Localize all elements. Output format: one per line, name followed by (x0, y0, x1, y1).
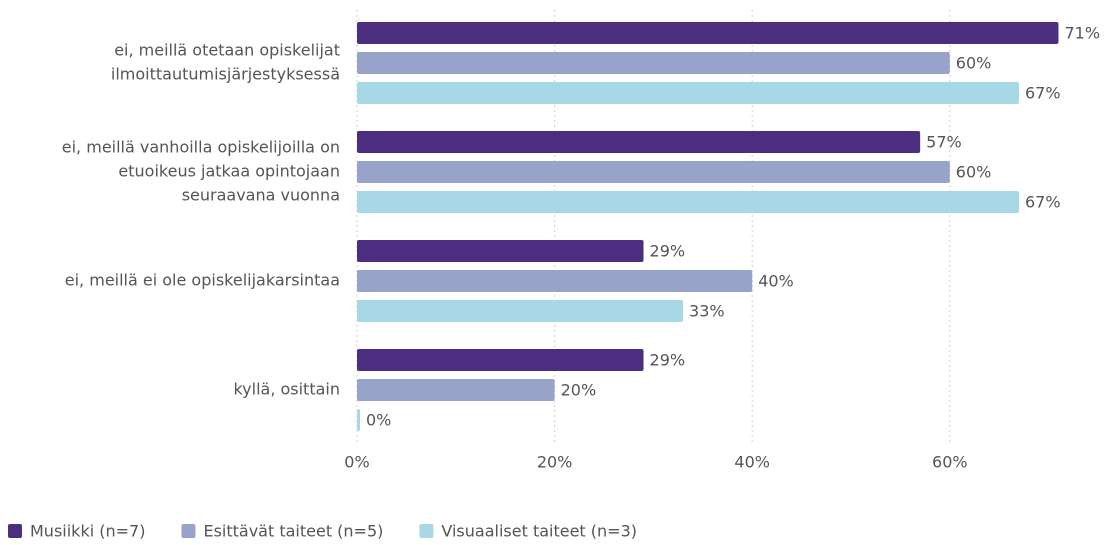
value-label: 60% (956, 163, 992, 182)
x-tick-label: 0% (344, 453, 369, 472)
x-tick-label: 40% (734, 453, 770, 472)
bar (357, 270, 753, 292)
bar (357, 52, 950, 74)
bar (357, 379, 555, 401)
bar (357, 22, 1059, 44)
category-label: ei, meillä otetaan opiskelijat (114, 41, 340, 60)
x-tick-label: 60% (932, 453, 968, 472)
value-label: 60% (956, 54, 992, 73)
value-label: 57% (926, 133, 962, 152)
bar (357, 240, 644, 262)
legend-swatch (181, 524, 196, 538)
value-label: 67% (1025, 84, 1061, 103)
category-label: kyllä, osittain (233, 380, 340, 399)
legend-swatch (419, 524, 434, 538)
x-tick-label: 20% (537, 453, 573, 472)
value-label: 29% (650, 351, 686, 370)
category-label: ei, meillä vanhoilla opiskelijoilla on (62, 138, 340, 157)
bar (357, 191, 1019, 213)
category-label: etuoikeus jatkaa opintojaan (118, 162, 340, 181)
bar (357, 300, 684, 322)
value-label: 0% (366, 411, 391, 430)
bar (357, 409, 360, 431)
category-label: seuraavana vuonna (182, 186, 340, 205)
legend-label: Visuaaliset taiteet (n=3) (441, 522, 637, 541)
legend-label: Esittävät taiteet (n=5) (203, 522, 383, 541)
legend-label: Musiikki (n=7) (30, 522, 145, 541)
value-label: 40% (758, 272, 794, 291)
value-label: 29% (650, 242, 686, 261)
bar (357, 161, 950, 183)
bar (357, 82, 1019, 104)
legend-swatch (8, 524, 22, 538)
category-label: ei, meillä ei ole opiskelijakarsintaa (65, 271, 340, 290)
value-label: 20% (561, 381, 597, 400)
bar (357, 131, 921, 153)
bar (357, 349, 644, 371)
value-label: 71% (1064, 24, 1100, 43)
category-label: ilmoittautumisjärjestyksessä (111, 65, 340, 84)
value-label: 33% (689, 302, 725, 321)
value-label: 67% (1025, 193, 1061, 212)
